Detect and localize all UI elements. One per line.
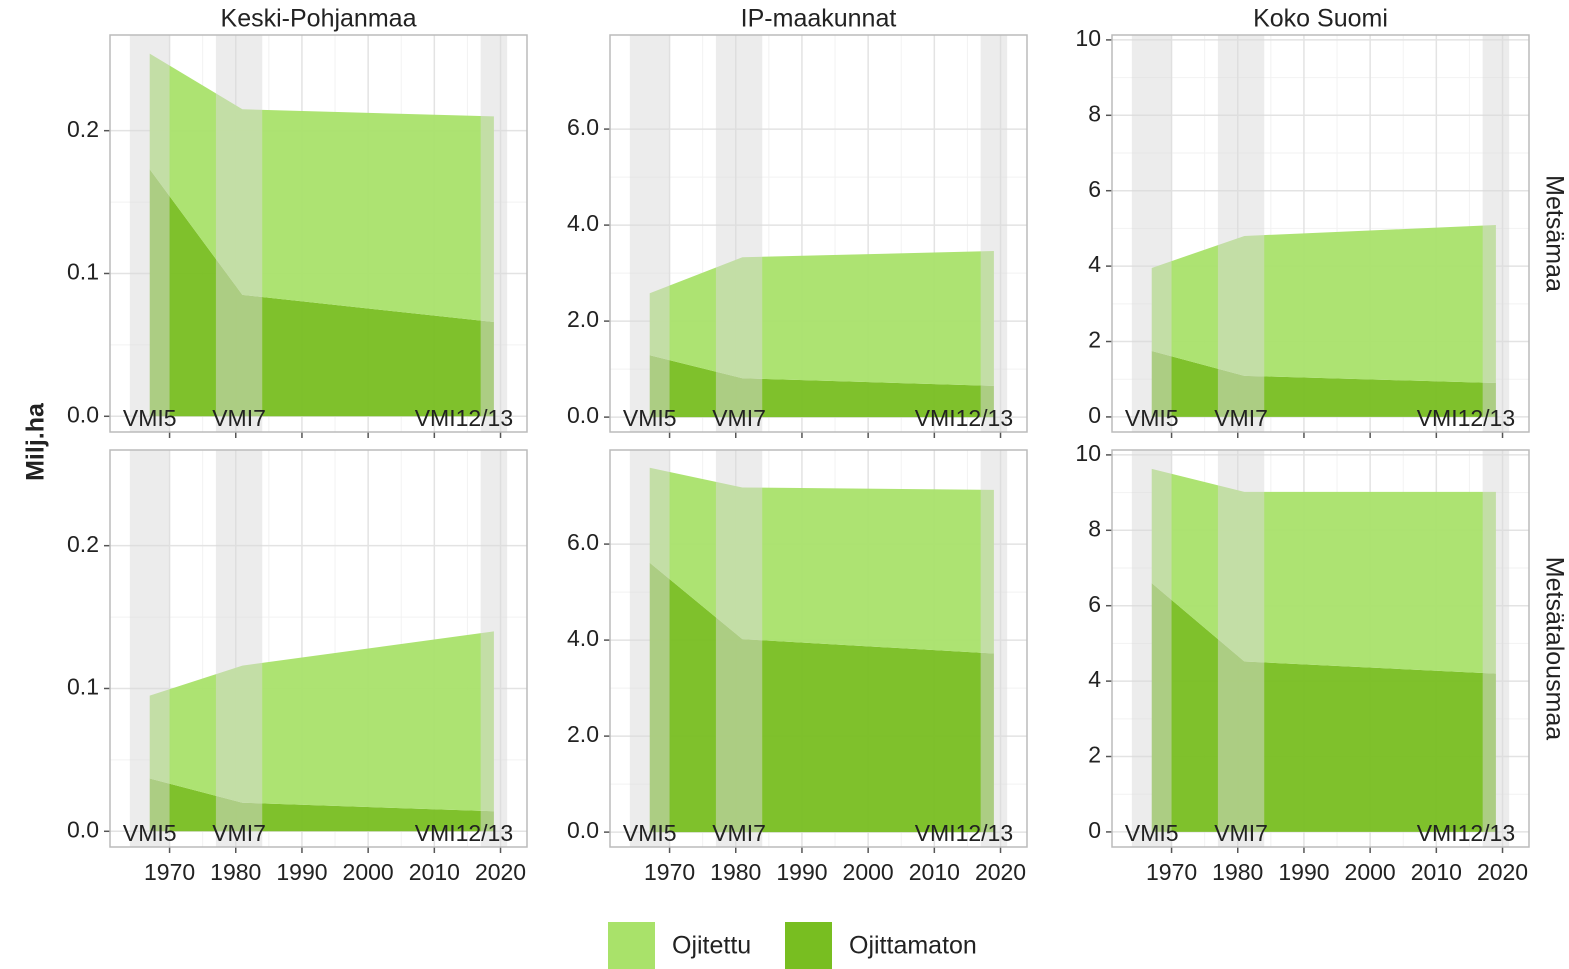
y-tick-label: 0.2: [67, 531, 99, 557]
period-label: VMI12/13: [915, 820, 1013, 846]
period-label: VMI5: [123, 405, 177, 431]
x-tick-label: 2020: [975, 859, 1026, 885]
panel-border: [109, 34, 528, 433]
period-label: VMI5: [623, 405, 677, 431]
period-label: VMI5: [623, 820, 677, 846]
y-tick-label: 6: [1088, 591, 1101, 617]
period-band: [715, 35, 763, 432]
y-tick-label: 0.1: [67, 674, 99, 700]
period-label: VMI7: [1214, 405, 1268, 431]
x-tick-label: 2000: [343, 859, 394, 885]
legend-label: Ojittamaton: [849, 932, 977, 960]
y-tick-label: 0: [1088, 817, 1101, 843]
y-tick-label: 0: [1088, 402, 1101, 428]
period-band: [1131, 35, 1172, 432]
period-label: VMI12/13: [1417, 405, 1515, 431]
period-band: [629, 450, 670, 847]
x-tick-label: 1970: [144, 859, 195, 885]
period-band: [1482, 450, 1510, 847]
y-tick-label: 8: [1088, 100, 1101, 126]
y-axis-title: Milj.ha: [22, 402, 50, 481]
period-band: [1217, 35, 1265, 432]
x-tick-label: 2020: [475, 859, 526, 885]
x-tick-label: 1980: [210, 859, 261, 885]
x-tick-label: 2020: [1477, 859, 1528, 885]
x-tick-label: 2000: [843, 859, 894, 885]
period-band: [980, 450, 1008, 847]
y-tick-label: 0.0: [567, 402, 599, 428]
y-tick-label: 10: [1075, 25, 1101, 51]
y-tick-label: 2.0: [567, 306, 599, 332]
x-tick-label: 1980: [710, 859, 761, 885]
period-band: [129, 450, 170, 847]
column-title: Keski-Pohjanmaa: [221, 5, 417, 33]
legend-label: Ojitettu: [672, 932, 751, 960]
y-tick-label: 4.0: [567, 210, 599, 236]
column-title: Koko Suomi: [1253, 5, 1388, 33]
row-label: Metsätalousmaa: [1540, 557, 1568, 741]
x-tick-label: 1980: [1212, 859, 1263, 885]
period-band: [629, 35, 670, 432]
x-tick-label: 1970: [1146, 859, 1197, 885]
panel-border: [1111, 34, 1530, 433]
period-label: VMI5: [1125, 405, 1179, 431]
y-tick-label: 10: [1075, 440, 1101, 466]
period-label: VMI7: [212, 820, 266, 846]
period-label: VMI5: [123, 820, 177, 846]
y-tick-label: 4.0: [567, 625, 599, 651]
y-tick-label: 4: [1088, 666, 1101, 692]
y-tick-label: 2.0: [567, 721, 599, 747]
y-tick-label: 2: [1088, 742, 1101, 768]
column-title: IP-maakunnat: [741, 5, 897, 33]
period-label: VMI12/13: [915, 405, 1013, 431]
y-tick-label: 0.2: [67, 116, 99, 142]
period-label: VMI12/13: [415, 820, 513, 846]
x-tick-label: 1990: [776, 859, 827, 885]
period-band: [480, 450, 508, 847]
period-band: [215, 450, 263, 847]
x-tick-label: 2000: [1345, 859, 1396, 885]
panel-border: [109, 449, 528, 848]
x-tick-label: 1990: [276, 859, 327, 885]
period-band: [129, 35, 170, 432]
period-label: VMI7: [1214, 820, 1268, 846]
y-tick-label: 8: [1088, 515, 1101, 541]
period-label: VMI7: [712, 405, 766, 431]
x-tick-label: 2010: [409, 859, 460, 885]
y-tick-label: 0.1: [67, 259, 99, 285]
y-tick-label: 6.0: [567, 114, 599, 140]
period-band: [980, 35, 1008, 432]
period-band: [1217, 450, 1265, 847]
period-label: VMI5: [1125, 820, 1179, 846]
period-label: VMI7: [212, 405, 266, 431]
period-label: VMI12/13: [415, 405, 513, 431]
period-label: VMI12/13: [1417, 820, 1515, 846]
period-band: [215, 35, 263, 432]
y-tick-label: 6: [1088, 176, 1101, 202]
panel-border: [609, 449, 1028, 848]
row-label: Metsämaa: [1540, 175, 1568, 292]
period-band: [715, 450, 763, 847]
y-tick-label: 0.0: [67, 401, 99, 427]
panel-border: [609, 34, 1028, 433]
x-tick-label: 1970: [644, 859, 695, 885]
y-tick-label: 0.0: [67, 816, 99, 842]
period-band: [480, 35, 508, 432]
period-band: [1482, 35, 1510, 432]
y-tick-label: 2: [1088, 327, 1101, 353]
x-tick-label: 1990: [1278, 859, 1329, 885]
legend-swatch: [608, 922, 655, 969]
legend-swatch: [785, 922, 832, 969]
y-tick-label: 4: [1088, 251, 1101, 277]
period-label: VMI7: [712, 820, 766, 846]
panel-border: [1111, 449, 1530, 848]
period-band: [1131, 450, 1172, 847]
x-tick-label: 2010: [909, 859, 960, 885]
x-tick-label: 2010: [1411, 859, 1462, 885]
y-tick-label: 0.0: [567, 817, 599, 843]
y-tick-label: 6.0: [567, 529, 599, 555]
